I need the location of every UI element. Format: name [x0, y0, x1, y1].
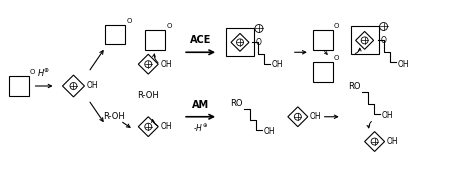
Text: R-OH: R-OH: [137, 91, 159, 100]
Text: O: O: [334, 55, 339, 61]
Text: O: O: [166, 23, 172, 29]
Text: O: O: [127, 18, 132, 24]
Text: O: O: [334, 23, 339, 29]
Text: OH: OH: [387, 137, 398, 146]
Text: OH: OH: [86, 82, 98, 90]
Text: -$H^{\oplus}$: -$H^{\oplus}$: [193, 123, 208, 134]
Text: R-OH: R-OH: [103, 112, 125, 121]
Text: O: O: [381, 36, 386, 45]
Text: OH: OH: [398, 60, 409, 69]
Text: $H^{\oplus}$: $H^{\oplus}$: [37, 67, 50, 79]
Text: OH: OH: [160, 60, 172, 69]
Text: O: O: [29, 69, 35, 75]
Text: OH: OH: [382, 111, 393, 120]
Text: OH: OH: [272, 60, 283, 69]
Text: AM: AM: [192, 100, 209, 110]
Text: O: O: [256, 38, 262, 47]
Text: RO: RO: [347, 83, 360, 92]
Text: OH: OH: [310, 112, 321, 121]
Text: RO: RO: [230, 99, 243, 108]
Text: OH: OH: [160, 122, 172, 131]
Text: OH: OH: [264, 127, 275, 136]
Text: ACE: ACE: [190, 35, 211, 45]
